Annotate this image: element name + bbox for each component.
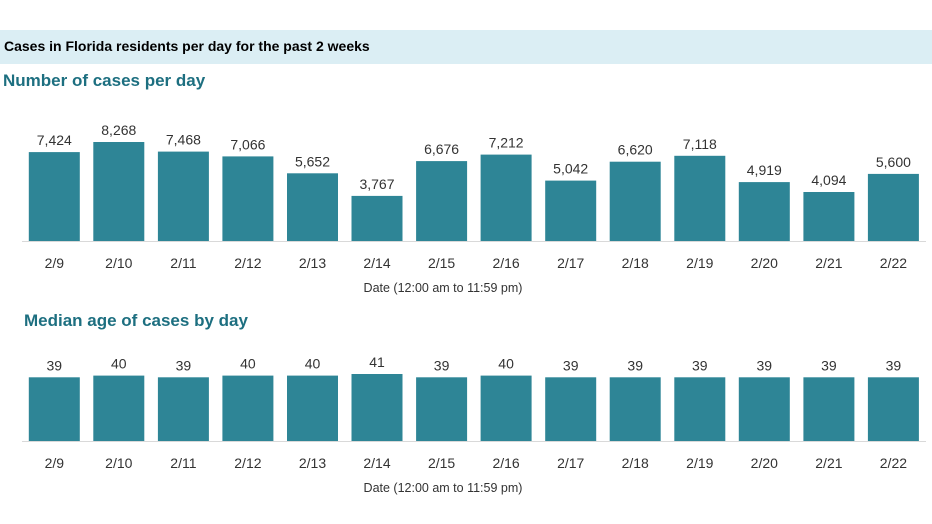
data-label: 5,600 — [876, 154, 911, 170]
x-tick-label: 2/20 — [751, 455, 778, 471]
bar-median-age-2/10 — [93, 375, 145, 441]
x-tick-label: 2/10 — [105, 455, 132, 471]
x-tick-label: 2/16 — [492, 455, 519, 471]
data-label: 5,042 — [553, 161, 588, 177]
bar-median-age-2/12 — [222, 375, 274, 441]
bar-cases-2/20 — [738, 182, 790, 241]
x-tick-label: 2/10 — [105, 255, 132, 271]
x-tick-label: 2/18 — [622, 255, 649, 271]
data-label: 4,919 — [747, 162, 782, 178]
bar-cases-2/16 — [480, 154, 532, 241]
data-label: 7,468 — [166, 132, 201, 148]
x-tick-label: 2/11 — [170, 455, 196, 471]
data-label: 39 — [176, 357, 192, 373]
x-tick-label: 2/21 — [815, 255, 842, 271]
bar-median-age-2/11 — [157, 377, 209, 441]
x-tick-label: 2/13 — [299, 455, 326, 471]
header-banner: Cases in Florida residents per day for t… — [0, 30, 932, 64]
chart-median-age: 39 2/9 40 2/10 39 2/11 40 2/12 40 2/13 41 2/14 39 2/1… — [22, 354, 926, 495]
bar-cases-2/21 — [803, 192, 855, 241]
data-label: 7,066 — [230, 136, 265, 152]
x-tick-label: 2/14 — [363, 255, 390, 271]
x-tick-label: 2/9 — [45, 255, 65, 271]
x-axis-title: Date (12:00 am to 11:59 pm) — [364, 481, 523, 495]
data-label: 7,212 — [489, 135, 524, 151]
x-tick-label: 2/19 — [686, 255, 713, 271]
data-label: 40 — [498, 356, 514, 372]
bar-median-age-2/18 — [609, 377, 661, 441]
bar-cases-2/17 — [545, 180, 597, 241]
x-tick-label: 2/13 — [299, 255, 326, 271]
x-tick-label: 2/18 — [622, 455, 649, 471]
data-label: 4,094 — [811, 172, 846, 188]
x-tick-label: 2/12 — [234, 455, 261, 471]
data-label: 41 — [369, 354, 385, 370]
data-label: 39 — [757, 357, 773, 373]
x-tick-label: 2/22 — [880, 255, 907, 271]
x-tick-label: 2/15 — [428, 255, 455, 271]
data-label: 40 — [111, 356, 127, 372]
data-label: 39 — [563, 357, 579, 373]
x-tick-label: 2/16 — [492, 255, 519, 271]
bar-median-age-2/14 — [351, 374, 403, 441]
bar-cases-2/10 — [93, 142, 145, 241]
bar-cases-2/18 — [609, 161, 661, 241]
x-tick-label: 2/17 — [557, 455, 584, 471]
data-label: 6,676 — [424, 141, 459, 157]
bar-median-age-2/9 — [28, 377, 80, 441]
bar-cases-2/14 — [351, 195, 403, 241]
bar-median-age-2/15 — [416, 377, 468, 441]
data-label: 39 — [692, 357, 708, 373]
data-label: 8,268 — [101, 122, 136, 138]
chart-cases: 7,424 2/9 8,268 2/10 7,468 2/11 7,066 2/12 5,652… — [22, 122, 926, 295]
x-tick-label: 2/19 — [686, 455, 713, 471]
bar-cases-2/12 — [222, 156, 274, 241]
x-tick-label: 2/20 — [751, 255, 778, 271]
data-label: 39 — [627, 357, 643, 373]
data-label: 40 — [305, 356, 321, 372]
data-label: 5,652 — [295, 153, 330, 169]
x-tick-label: 2/22 — [880, 455, 907, 471]
data-label: 39 — [434, 357, 450, 373]
bar-cases-2/11 — [157, 151, 209, 241]
bar-cases-2/13 — [287, 173, 338, 241]
data-label: 39 — [821, 357, 837, 373]
x-tick-label: 2/17 — [557, 255, 584, 271]
bar-median-age-2/20 — [738, 377, 790, 441]
x-tick-label: 2/14 — [363, 455, 390, 471]
data-label: 39 — [47, 357, 63, 373]
data-label: 7,118 — [683, 136, 717, 152]
chart-title-cases: Number of cases per day — [3, 71, 206, 90]
page-title: Cases in Florida residents per day for t… — [4, 38, 370, 54]
bar-median-age-2/19 — [674, 377, 726, 441]
data-label: 7,424 — [37, 132, 72, 148]
data-label: 3,767 — [359, 176, 394, 192]
x-tick-label: 2/21 — [815, 455, 842, 471]
x-tick-label: 2/12 — [234, 255, 261, 271]
x-axis-title: Date (12:00 am to 11:59 pm) — [364, 281, 523, 295]
x-tick-label: 2/9 — [45, 455, 65, 471]
data-label: 40 — [240, 356, 256, 372]
data-label: 39 — [886, 357, 902, 373]
bar-cases-2/15 — [416, 161, 468, 241]
bar-cases-2/22 — [867, 173, 919, 241]
x-tick-label: 2/11 — [170, 255, 196, 271]
bar-median-age-2/21 — [803, 377, 855, 441]
bar-median-age-2/13 — [287, 375, 338, 441]
bar-cases-2/19 — [674, 155, 726, 241]
chart-title-median-age: Median age of cases by day — [24, 311, 248, 330]
data-label: 6,620 — [618, 142, 653, 158]
bar-median-age-2/16 — [480, 375, 532, 441]
x-tick-label: 2/15 — [428, 455, 455, 471]
bar-median-age-2/22 — [867, 377, 919, 441]
bar-cases-2/9 — [28, 152, 80, 241]
bar-median-age-2/17 — [545, 377, 597, 441]
